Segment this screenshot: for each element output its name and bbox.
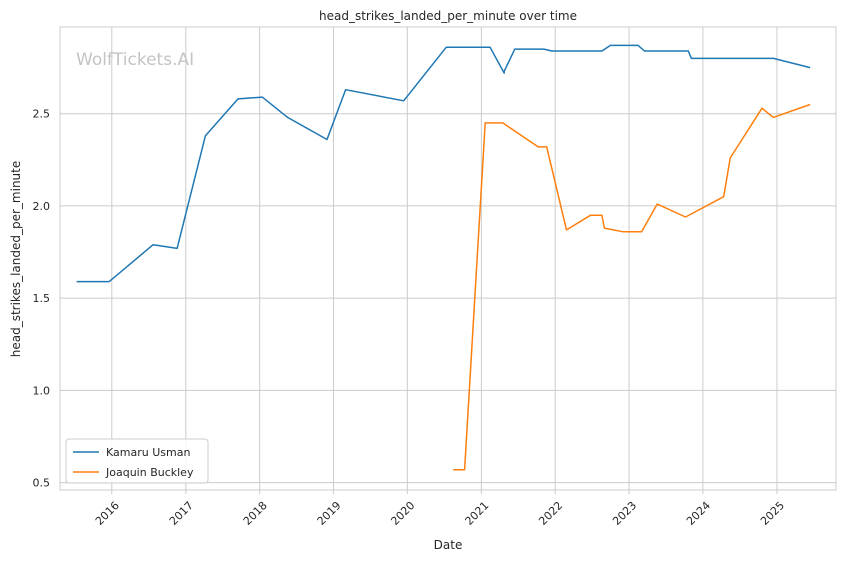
y-tick-label: 1.5 — [33, 292, 51, 305]
plot-area-frame — [59, 26, 837, 491]
y-tick-label: 1.0 — [33, 384, 51, 397]
x-tick-labels: 2016 2017 2018 2019 2020 2021 2022 2023 2024 2025 — [93, 499, 787, 528]
y-axis-label: head_strikes_landed_per_minute — [9, 161, 23, 358]
x-tick-label: 2025 — [758, 499, 787, 528]
legend: Kamaru Usman Joaquin Buckley — [65, 438, 209, 484]
chart-title: head_strikes_landed_per_minute over time — [319, 9, 577, 23]
watermark-text: WolfTickets.AI — [76, 50, 194, 70]
x-tick-label: 2024 — [684, 499, 713, 528]
legend-label-joaquin-buckley: Joaquin Buckley — [105, 466, 194, 479]
grid-lines — [60, 27, 836, 494]
legend-box — [65, 438, 209, 484]
legend-label-kamaru-usman: Kamaru Usman — [106, 446, 190, 459]
y-tick-labels: 0.5 1.0 1.5 2.0 2.5 — [33, 108, 51, 490]
x-tick-label: 2017 — [167, 499, 196, 528]
x-tick-label: 2023 — [610, 499, 639, 528]
x-tick-label: 2021 — [463, 499, 492, 528]
x-tick-label: 2018 — [241, 499, 270, 528]
x-tick-label: 2022 — [536, 499, 565, 528]
series-lines — [76, 44, 811, 471]
x-axis-label: Date — [434, 538, 463, 552]
x-tick-label: 2020 — [388, 499, 417, 528]
x-tick-label: 2019 — [315, 499, 344, 528]
y-tick-label: 0.5 — [33, 477, 51, 490]
x-tick-label: 2016 — [93, 499, 122, 528]
y-tick-label: 2.0 — [33, 200, 51, 213]
series-line-kamaru-usman — [76, 44, 811, 283]
y-tick-label: 2.5 — [33, 108, 51, 121]
series-line-joaquin-buckley — [453, 103, 811, 471]
